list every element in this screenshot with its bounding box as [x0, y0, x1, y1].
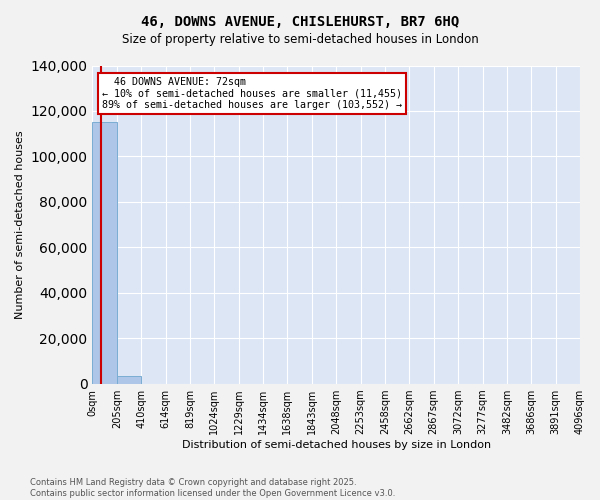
Text: Size of property relative to semi-detached houses in London: Size of property relative to semi-detach…	[122, 32, 478, 46]
Text: 46 DOWNS AVENUE: 72sqm  
← 10% of semi-detached houses are smaller (11,455)
89% : 46 DOWNS AVENUE: 72sqm ← 10% of semi-det…	[103, 76, 403, 110]
Text: 46, DOWNS AVENUE, CHISLEHURST, BR7 6HQ: 46, DOWNS AVENUE, CHISLEHURST, BR7 6HQ	[141, 15, 459, 29]
Y-axis label: Number of semi-detached houses: Number of semi-detached houses	[15, 130, 25, 319]
Text: Contains HM Land Registry data © Crown copyright and database right 2025.
Contai: Contains HM Land Registry data © Crown c…	[30, 478, 395, 498]
Bar	[92, 122, 117, 384]
X-axis label: Distribution of semi-detached houses by size in London: Distribution of semi-detached houses by …	[182, 440, 491, 450]
Bar	[117, 376, 141, 384]
